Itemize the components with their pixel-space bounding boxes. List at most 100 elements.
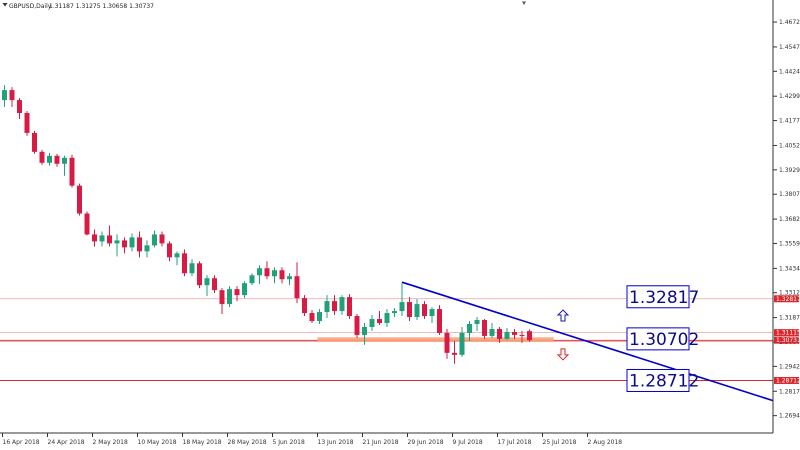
candle bbox=[17, 98, 22, 119]
candle bbox=[414, 299, 420, 321]
candle bbox=[512, 328, 517, 339]
candle bbox=[444, 328, 450, 359]
candle bbox=[189, 259, 195, 277]
candle bbox=[219, 288, 225, 315]
candle-body bbox=[527, 331, 532, 341]
candle bbox=[107, 225, 112, 247]
candle bbox=[144, 240, 150, 258]
candle-body bbox=[17, 100, 22, 114]
price-level-marker-label: 1.31115 bbox=[776, 330, 800, 337]
candle bbox=[527, 329, 532, 342]
level-price-box-label: 1.30702 bbox=[629, 330, 699, 350]
time-tick-label: 5 Jun 2018 bbox=[273, 439, 305, 446]
candle-body bbox=[152, 234, 157, 246]
candle bbox=[362, 322, 367, 345]
candle-body bbox=[377, 319, 382, 323]
price-tick-label: 1.42995 bbox=[779, 93, 800, 100]
candle-body bbox=[512, 331, 517, 335]
level-price-box bbox=[626, 327, 690, 351]
candle-body bbox=[482, 320, 487, 336]
candle bbox=[332, 295, 337, 316]
candle bbox=[407, 297, 412, 322]
support-zone-layer bbox=[317, 337, 554, 342]
candle-body bbox=[332, 301, 337, 312]
price-tick-label: 1.46720 bbox=[779, 19, 800, 26]
candle bbox=[249, 273, 255, 286]
candle bbox=[497, 326, 502, 343]
candle-body bbox=[422, 304, 427, 317]
price-tick-label: 1.44245 bbox=[779, 68, 800, 75]
time-tick-label: 16 Apr 2018 bbox=[3, 439, 40, 446]
price-level-marker-label: 1.30737 bbox=[776, 337, 800, 344]
candle bbox=[234, 286, 240, 302]
candle bbox=[152, 230, 157, 248]
candle-body bbox=[32, 132, 37, 152]
candle bbox=[62, 155, 67, 176]
candle-body bbox=[114, 240, 120, 244]
candle bbox=[77, 183, 82, 216]
candle-body bbox=[39, 151, 45, 163]
candle-body bbox=[54, 155, 60, 164]
candle-body bbox=[227, 289, 232, 305]
chart-shift-marker-icon[interactable] bbox=[522, 1, 526, 6]
candle-body bbox=[294, 276, 300, 299]
candle bbox=[279, 267, 285, 284]
candle bbox=[474, 317, 480, 331]
candle bbox=[347, 294, 352, 320]
down-arrow-icon bbox=[556, 348, 570, 361]
header-symbol: GBPUSD,Daily bbox=[9, 3, 52, 10]
header-ohlc: 1.31187 1.31275 1.30658 1.30737 bbox=[49, 3, 154, 10]
support-zone bbox=[317, 337, 554, 342]
candle bbox=[2, 85, 7, 108]
candle bbox=[317, 309, 322, 324]
level-price-box-label: 1.28712 bbox=[629, 371, 699, 391]
candle bbox=[294, 262, 300, 304]
candle-body bbox=[309, 313, 315, 322]
candle bbox=[459, 326, 465, 357]
candle-body bbox=[62, 157, 67, 164]
candle bbox=[422, 301, 427, 320]
candle bbox=[264, 261, 270, 280]
candle-body bbox=[347, 297, 352, 317]
candle-body bbox=[324, 301, 330, 313]
header-dropdown-icon[interactable] bbox=[2, 3, 8, 7]
candle bbox=[242, 281, 247, 299]
time-tick-label: 2 Aug 2018 bbox=[588, 439, 623, 446]
price-tick-label: 1.26945 bbox=[779, 413, 800, 420]
time-tick-label: 18 May 2018 bbox=[183, 439, 222, 446]
price-tick-label: 1.31870 bbox=[779, 315, 800, 322]
candle bbox=[227, 286, 232, 308]
candle bbox=[354, 314, 360, 338]
candle-body bbox=[2, 90, 7, 101]
candle-body bbox=[339, 297, 345, 312]
candle bbox=[32, 130, 37, 154]
candle-body bbox=[369, 319, 375, 327]
candle-body bbox=[219, 290, 225, 305]
level-price-box bbox=[626, 285, 690, 309]
candle bbox=[182, 249, 187, 277]
price-tick-label: 1.41770 bbox=[779, 118, 800, 125]
candle-body bbox=[257, 268, 262, 276]
price-tick-label: 1.45470 bbox=[779, 44, 800, 51]
candle bbox=[24, 111, 30, 136]
candle-body bbox=[429, 309, 435, 317]
candle-body bbox=[77, 185, 82, 214]
price-tick-label: 1.34345 bbox=[779, 265, 800, 272]
candle bbox=[384, 309, 390, 327]
candle bbox=[47, 152, 52, 166]
price-tick-label: 1.39295 bbox=[779, 167, 800, 174]
candle bbox=[204, 275, 210, 297]
price-tick-label: 1.35595 bbox=[779, 240, 800, 247]
price-level-marker bbox=[774, 336, 799, 344]
candle bbox=[84, 211, 90, 236]
price-level-marker-label: 1.32817 bbox=[776, 296, 800, 303]
candle bbox=[339, 295, 345, 316]
price-tick-label: 1.28170 bbox=[779, 388, 800, 395]
price-level-marker bbox=[774, 295, 799, 303]
candle-body bbox=[287, 276, 292, 280]
candle bbox=[392, 308, 397, 318]
level-price-box-label: 1.32817 bbox=[629, 288, 699, 308]
candle bbox=[482, 319, 487, 339]
candle bbox=[167, 241, 172, 262]
